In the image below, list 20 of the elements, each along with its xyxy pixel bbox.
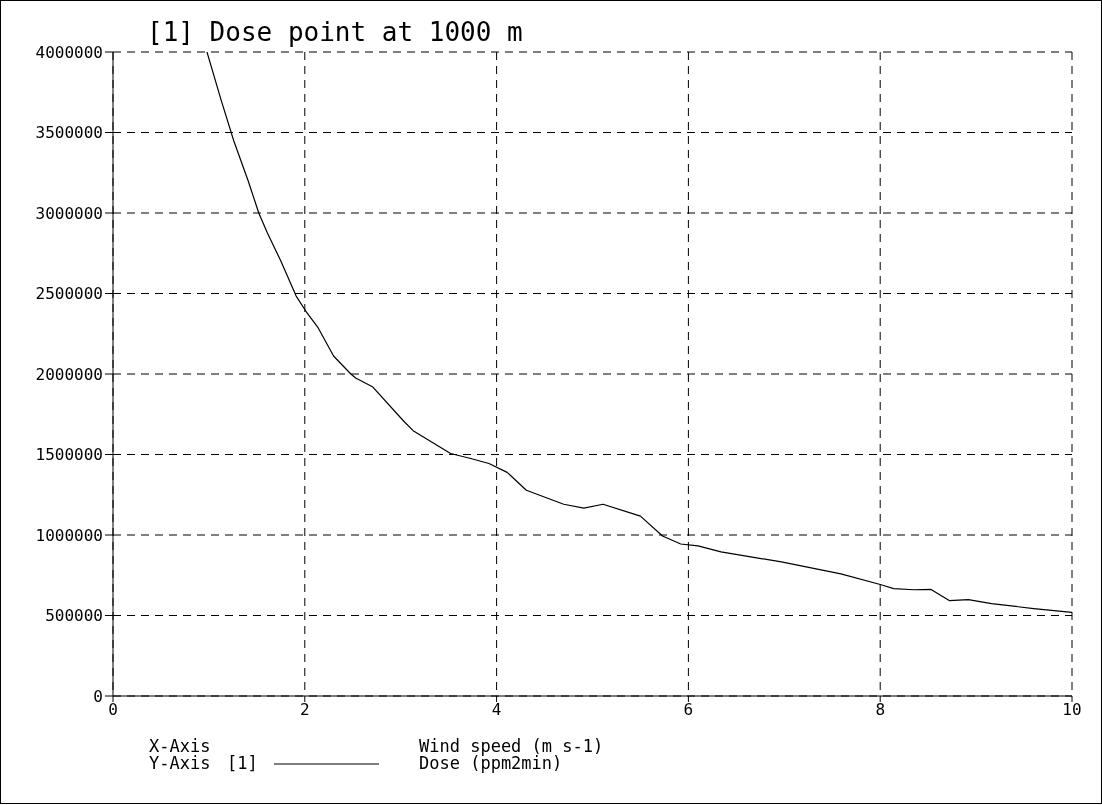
y-tick-label: 1500000 <box>35 445 103 465</box>
text: X-Axis <box>149 736 211 756</box>
x-axis-title: Wind speed (m s-1) <box>419 736 604 756</box>
text: Y-Axis <box>149 753 212 773</box>
y-tick-label: 3500000 <box>35 123 103 143</box>
x-tick-label: 0 <box>108 700 118 720</box>
y-tick-label: 500000 <box>45 606 103 626</box>
text: [1] <box>227 753 259 773</box>
y-tick-label: 3000000 <box>35 203 103 223</box>
x-tick-label: 6 <box>683 700 694 720</box>
x-tick-label: 8 <box>875 700 886 720</box>
x-tick-label: 2 <box>299 700 310 720</box>
y-tick-label: 2500000 <box>35 284 103 304</box>
y-tick-label: 2000000 <box>35 364 103 384</box>
y-tick-label: 4000000 <box>35 42 103 62</box>
y-tick-label: 1000000 <box>35 525 103 545</box>
x-tick-label: 4 <box>491 700 502 720</box>
x-tick-label: 10 <box>1062 700 1082 720</box>
chart-title: [1] Dose point at 1000 m <box>147 17 523 47</box>
y-tick-label: 0 <box>93 686 103 706</box>
